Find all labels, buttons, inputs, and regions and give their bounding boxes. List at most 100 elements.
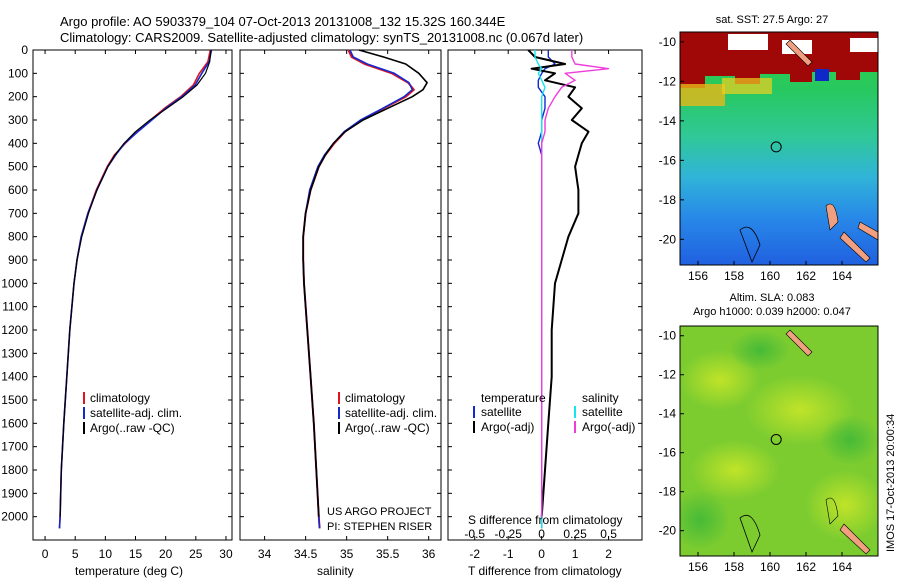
x-tick-label: 36 xyxy=(422,547,436,561)
island xyxy=(785,329,813,357)
x-tick-label: 35 xyxy=(340,547,354,561)
y-tick-label: 800 xyxy=(8,230,28,244)
sla-argo-marker xyxy=(770,433,782,445)
difference-frame xyxy=(447,49,643,541)
legend-title-temperature: temperature xyxy=(481,391,546,405)
lon-tick-label: 156 xyxy=(688,560,708,574)
legend-label-salinity-satellite: satellite xyxy=(582,405,623,419)
legend-label-climatology: climatology xyxy=(345,391,405,405)
lon-tick-label: 158 xyxy=(724,560,744,574)
x-tick-label: 15 xyxy=(129,547,143,561)
lat-tick-label: -10 xyxy=(659,35,677,49)
x-tick-label: 5 xyxy=(72,547,79,561)
y-tick-label: 400 xyxy=(8,136,28,150)
series-line-argo-raw-qc xyxy=(59,49,212,517)
y-tick-label: 100 xyxy=(8,66,28,80)
credit-pi: PI: STEPHEN RISER xyxy=(327,521,432,533)
legend-label-argo: Argo(..raw -QC) xyxy=(345,421,430,435)
lat-tick-label: -16 xyxy=(659,446,677,460)
series-line-satellite-adj-clim xyxy=(302,49,414,529)
salinity-panel: 34 34.5 35 35.5 36 salinity climatology sate… xyxy=(239,49,442,578)
sst-map-title: sat. SST: 27.5 Argo: 27 xyxy=(716,14,829,26)
island xyxy=(825,203,839,231)
sst-warm-patch xyxy=(680,84,725,106)
lat-tick-label: -16 xyxy=(659,153,677,167)
sla-high-patch xyxy=(805,470,878,540)
y-tick-label: 1100 xyxy=(2,300,28,314)
y-tick-label: 200 xyxy=(8,90,28,104)
s-tick-label: -0.5 xyxy=(464,527,485,541)
legend-label-temperature-argo: Argo(-adj) xyxy=(481,420,534,434)
y-tick-label: 1800 xyxy=(1,463,28,477)
temperature-frame xyxy=(32,49,233,541)
y-tick-label: 600 xyxy=(8,183,28,197)
sla-low-patch xyxy=(820,415,878,465)
x-tick-label: 0 xyxy=(42,547,49,561)
y-tick-label: 700 xyxy=(8,206,28,220)
series-line-temperature-argo-adj xyxy=(527,49,590,517)
lon-tick-label: 164 xyxy=(832,269,852,283)
lat-tick-label: -20 xyxy=(659,232,677,246)
credit-project: US ARGO PROJECT xyxy=(327,506,432,518)
x-tick-label: 35.5 xyxy=(376,547,400,561)
coastline xyxy=(739,514,761,554)
sla-frame xyxy=(679,325,879,557)
s-tick-label: 0.5 xyxy=(600,527,617,541)
y-tick-label: 1400 xyxy=(1,370,28,384)
y-tick-label: 0 xyxy=(21,43,28,57)
y-tick-label: 1900 xyxy=(1,486,28,500)
sla-map-title: Altim. SLA: 0.083 xyxy=(730,292,815,304)
sst-cold-pixel xyxy=(815,69,829,81)
y-tick-label: 1000 xyxy=(1,276,28,290)
lat-tick-label: -10 xyxy=(659,329,677,343)
lat-tick-label: -12 xyxy=(659,368,677,382)
lon-tick-label: 162 xyxy=(796,269,816,283)
x-tick-label: -2 xyxy=(469,547,480,561)
y-tick-label: 1500 xyxy=(1,393,28,407)
sst-field xyxy=(680,32,878,265)
coastline xyxy=(825,497,839,525)
x-tick-label: 34.5 xyxy=(294,547,318,561)
lon-tick-label: 156 xyxy=(688,269,708,283)
x-tick-label: 1 xyxy=(572,547,579,561)
sla-low-patch xyxy=(730,330,790,370)
lon-tick-label: 160 xyxy=(760,560,780,574)
island xyxy=(857,221,878,241)
island xyxy=(785,39,813,67)
y-tick-label: 500 xyxy=(8,160,28,174)
x-tick-label: 30 xyxy=(219,547,233,561)
sst-missing-data xyxy=(728,34,768,50)
legend-label-salinity-argo: Argo(-adj) xyxy=(582,420,635,434)
legend-title-salinity: salinity xyxy=(582,391,619,405)
sst-warm-patch xyxy=(722,78,772,94)
lat-tick-label: -18 xyxy=(659,193,677,207)
y-tick-label: 1600 xyxy=(1,416,28,430)
header-line1: Argo profile: AO 5903379_104 07-Oct-2013… xyxy=(60,14,506,29)
legend-label-climatology: climatology xyxy=(90,391,150,405)
legend-label-satellite: satellite-adj. clim. xyxy=(345,406,437,420)
s-tick-label: 0 xyxy=(538,527,545,541)
salinity-xlabel: salinity xyxy=(317,564,354,578)
x-tick-label: 10 xyxy=(99,547,113,561)
difference-panel: -2 -1 0 1 2 -0.5 -0.25 0 0.25 0.5 S difference fr… xyxy=(447,49,643,578)
lon-tick-label: 160 xyxy=(760,269,780,283)
series-line-climatology xyxy=(58,49,212,529)
lat-tick-label: -12 xyxy=(659,74,677,88)
sst-map: sat. SST: 27.5 Argo: 27 xyxy=(659,14,879,283)
watermark: IMOS 17-Oct-2013 20:00:34 xyxy=(885,414,897,552)
t-difference-label: T difference from climatology xyxy=(468,564,622,578)
series-line-salinity-argo-adj xyxy=(541,50,610,517)
x-tick-label: 25 xyxy=(189,547,203,561)
sla-field xyxy=(680,326,878,556)
sla-map: Altim. SLA: 0.083 Argo h1000: 0.039 h200… xyxy=(659,292,879,574)
y-tick-label: 2000 xyxy=(1,510,28,524)
y-tick-label: 1700 xyxy=(1,440,28,454)
y-tick-label: 1200 xyxy=(1,323,28,337)
lat-tick-label: -20 xyxy=(659,524,677,538)
sst-argo-marker xyxy=(770,141,782,153)
s-difference-label: S difference from climatology xyxy=(468,513,623,527)
legend-label-satellite: satellite-adj. clim. xyxy=(90,406,182,420)
lat-tick-label: -14 xyxy=(659,407,677,421)
x-tick-label: 20 xyxy=(159,547,173,561)
header-line2: Climatology: CARS2009. Satellite-adjuste… xyxy=(60,30,583,45)
